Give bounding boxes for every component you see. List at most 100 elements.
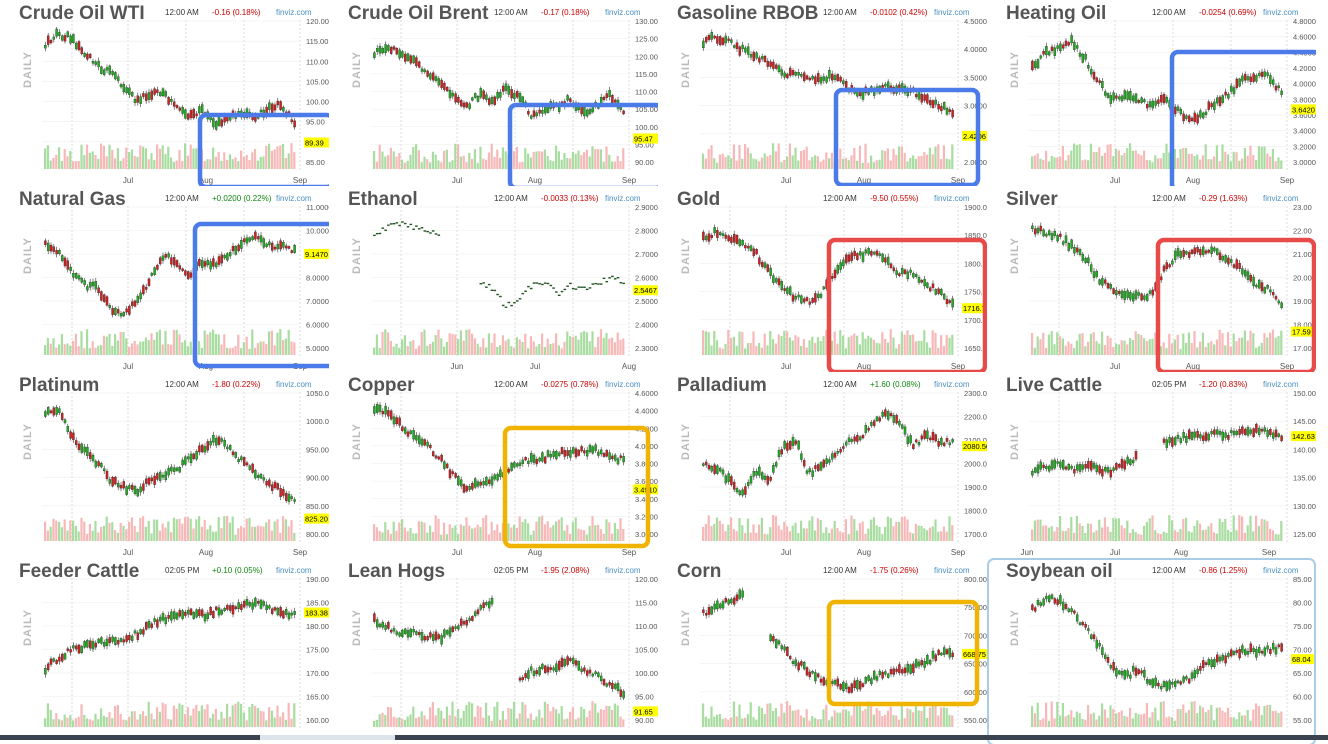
candle-up (1154, 100, 1157, 106)
candle-down (142, 93, 145, 97)
volume-bar (912, 533, 915, 541)
candle-down (914, 439, 918, 443)
volume-bar (583, 530, 586, 541)
candle-up (1171, 682, 1174, 685)
candle-down (80, 47, 84, 55)
volume-bar (423, 329, 426, 355)
chart-panel-crude-oil-wti[interactable]: 120.00115.00110.00105.00100.0095.0090.00… (0, 0, 329, 186)
volume-bar (251, 526, 254, 541)
volume-bar (830, 152, 833, 169)
chart-panel-corn[interactable]: 800.00 750.00 700.00 650.00 600.00 550.00 668.… (658, 558, 987, 744)
timeframe-label: DAILY (680, 609, 692, 646)
volume-bar (1145, 521, 1148, 541)
candle-down (1232, 264, 1236, 268)
volume-bar (1061, 703, 1064, 727)
volume-bar (487, 534, 490, 541)
chart-panel-heating-oil[interactable]: 4.8000 4.6000 4.4000 4.2000 4.0000 3.8000 3.60… (987, 0, 1316, 186)
candle-down (814, 465, 817, 469)
candle-down (836, 678, 840, 687)
candle-up (1280, 302, 1283, 309)
volume-bar (1159, 346, 1162, 355)
volume-bar (524, 704, 527, 727)
volume-bar (86, 329, 89, 355)
candle-down (192, 453, 196, 460)
volume-bar (783, 330, 786, 355)
chart-panel-platinum[interactable]: 1050.001000.00950.00900.00850.00800.00Ju… (0, 372, 329, 558)
candle-up (111, 636, 114, 642)
candle-down (198, 609, 201, 616)
candle-down (1235, 78, 1239, 88)
candle-up (763, 475, 767, 480)
volume-bar (237, 701, 240, 727)
candle-down (231, 451, 235, 456)
candle-down (454, 473, 457, 478)
volume-bar (772, 515, 775, 541)
candle-down (920, 435, 924, 440)
candle-down (580, 446, 583, 452)
candle-down (814, 76, 817, 85)
volume-bar (293, 532, 296, 541)
volume-bar (577, 717, 580, 727)
candle-down (912, 444, 915, 449)
candle-down (755, 249, 758, 255)
price-change: -1.95 (2.08%) (541, 566, 590, 575)
chart-panel-gold[interactable]: 1900.001850.001800.001750.001700.001650.… (658, 186, 987, 372)
candle-up (1092, 462, 1096, 469)
candle-down (786, 646, 789, 656)
candle-down (49, 658, 53, 665)
chart-panel-lean-hogs[interactable]: 120.00 115.00 110.00 105.00 100.00 95.00 90.00… (329, 558, 658, 744)
candle-up (529, 452, 533, 462)
volume-bar (814, 342, 817, 355)
candle-down (945, 298, 949, 305)
volume-bar (1187, 531, 1190, 541)
volume-bar (128, 346, 131, 355)
y-tick-label: 190.00 (306, 575, 329, 584)
volume-bar (66, 530, 69, 541)
volume-bar (777, 525, 780, 541)
x-tick-label: Aug (528, 176, 542, 185)
volume-bar (931, 154, 934, 169)
chart-title: Heating Oil (1006, 3, 1107, 24)
chart-panel-palladium[interactable]: 2300.002200.002100.002000.001900.001800.… (658, 372, 987, 558)
candle-down (426, 70, 429, 77)
chart-panel-natural-gas[interactable]: 11.000010.00009.00008.00007.00006.00005.… (0, 186, 329, 372)
chart-panel-ethanol[interactable]: 2.9000 2.8000 2.7000 2.6000 2.5000 2.4000 2.30… (329, 186, 658, 372)
chart-panel-gasoline-rbob[interactable]: 4.50004.00003.50003.00002.50002.0000JulA… (658, 0, 987, 186)
candle-down (417, 632, 421, 636)
volume-bar (713, 523, 716, 541)
candle-up (710, 466, 714, 472)
candle-up (1067, 608, 1071, 612)
volume-bar (1143, 525, 1146, 541)
candle-up (1168, 680, 1171, 690)
candle-down (802, 460, 806, 467)
volume-bar (270, 530, 273, 541)
candle-down (1064, 603, 1068, 609)
candle-down (1182, 113, 1185, 122)
candle-up (608, 452, 611, 460)
highlight-box (833, 87, 981, 186)
volume-bar (524, 333, 527, 355)
chart-panel-live-cattle[interactable]: 150.00 145.00 140.00 135.00 130.00 125.00 Jun J… (987, 372, 1316, 558)
volume-bar (529, 336, 532, 355)
candle-up (1182, 432, 1185, 439)
y-tick-label: 110.00 (306, 57, 328, 66)
chart-panel-silver[interactable]: 23.00 22.00 21.00 20.00 19.00 18.00 17.00 Jul Au… (987, 186, 1316, 372)
candle-up (1218, 656, 1222, 662)
candle-up (749, 476, 753, 484)
candle-down (1084, 464, 1087, 469)
candle-down (707, 35, 711, 40)
candle-up (822, 76, 826, 81)
volume-bar (373, 720, 376, 727)
candle-up (1117, 96, 1121, 100)
candle-down (702, 609, 705, 613)
volume-bar (378, 714, 381, 727)
candle-up (599, 675, 603, 682)
chart-panel-feeder-cattle[interactable]: 190.00 185.00 180.00 175.00 170.00 165.00 160.… (0, 558, 329, 744)
chart-panel-crude-oil-brent[interactable]: 130.00 125.00 120.00 115.00 110.00 105.00 100.… (329, 0, 658, 186)
candle-up (783, 441, 786, 449)
candle-up (864, 249, 868, 254)
candle-down (209, 606, 212, 615)
chart-panel-copper[interactable]: 4.6000 4.4000 4.2000 4.0000 3.8000 3.6000 3.40… (329, 372, 658, 558)
chart-panel-soybean-oil[interactable]: 85.00 80.00 75.00 70.00 65.00 60.00 55.00 68.04… (987, 558, 1316, 744)
volume-bar (256, 708, 259, 727)
